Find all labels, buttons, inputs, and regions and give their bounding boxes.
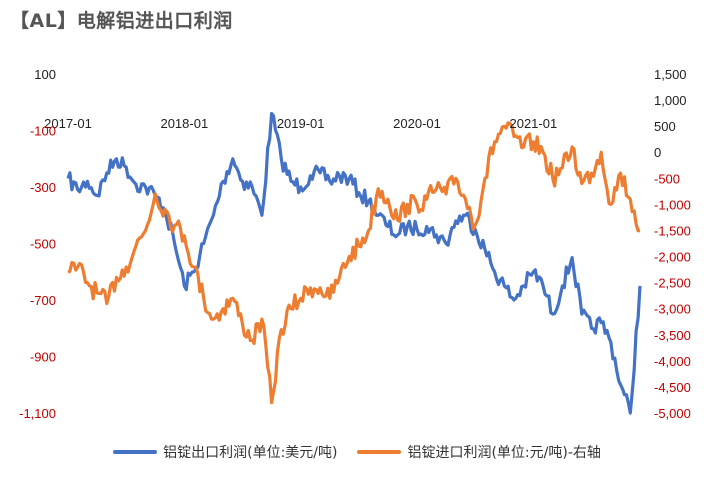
legend-label-export: 铝锭出口利润(单位:美元/吨) xyxy=(163,445,338,461)
legend-swatch-import xyxy=(357,450,402,454)
y-right-tick-label: -2,500 xyxy=(654,276,691,291)
y-right-tick-label: 500 xyxy=(654,119,676,134)
x-tick-layer: 2017-01 2018-01 2019-01 2020-01 2021-01 xyxy=(44,116,557,131)
x-tick-label: 2019-01 xyxy=(277,116,325,131)
series-line-import xyxy=(67,121,641,405)
y-right-tick-label: -4,000 xyxy=(654,354,691,369)
right-axis-layer: 1,500 1,000 500 0 -500 -1,000 -1,500 -2,000 -2,5… xyxy=(654,67,691,421)
y-left-tick-label: -1,100 xyxy=(19,406,56,421)
series-line-export xyxy=(66,112,642,415)
legend-swatch-export xyxy=(113,450,158,454)
y-right-tick-label: -500 xyxy=(654,171,680,186)
legend: 铝锭出口利润(单位:美元/吨) 铝锭进口利润(单位:元/吨)-右轴 xyxy=(0,442,714,462)
x-tick-label: 2018-01 xyxy=(160,116,208,131)
y-right-tick-label: 1,500 xyxy=(654,67,687,82)
y-right-tick-label: 1,000 xyxy=(654,93,687,108)
y-left-tick-label: 100 xyxy=(34,67,56,82)
y-left-tick-label: -900 xyxy=(30,350,56,365)
x-tick-label: 2021-01 xyxy=(509,116,557,131)
y-right-tick-label: -1,000 xyxy=(654,197,691,212)
y-right-tick-label: 0 xyxy=(654,145,661,160)
y-right-tick-label: -2,000 xyxy=(654,250,691,265)
page-title: 【AL】电解铝进出口利润 xyxy=(10,10,233,32)
x-tick-label: 2017-01 xyxy=(44,116,92,131)
series-layer xyxy=(66,112,642,415)
y-right-tick-label: -3,500 xyxy=(654,328,691,343)
legend-item-export[interactable]: 铝锭出口利润(单位:美元/吨) xyxy=(113,442,337,462)
y-right-tick-label: -3,000 xyxy=(654,302,691,317)
y-left-tick-label: -300 xyxy=(30,180,56,195)
y-left-tick-label: -100 xyxy=(30,124,56,139)
x-tick-label: 2020-01 xyxy=(393,116,441,131)
left-axis-layer: 100 -100 -300 -500 -700 -900 -1,100 xyxy=(19,67,56,421)
legend-item-import[interactable]: 铝锭进口利润(单位:元/吨)-右轴 xyxy=(357,442,601,462)
y-left-tick-label: -500 xyxy=(30,237,56,252)
y-left-tick-label: -700 xyxy=(30,293,56,308)
y-right-tick-label: -4,500 xyxy=(654,380,691,395)
legend-label-import: 铝锭进口利润(单位:元/吨)-右轴 xyxy=(407,445,601,461)
y-right-tick-label: -5,000 xyxy=(654,406,691,421)
y-right-tick-label: -1,500 xyxy=(654,223,691,238)
